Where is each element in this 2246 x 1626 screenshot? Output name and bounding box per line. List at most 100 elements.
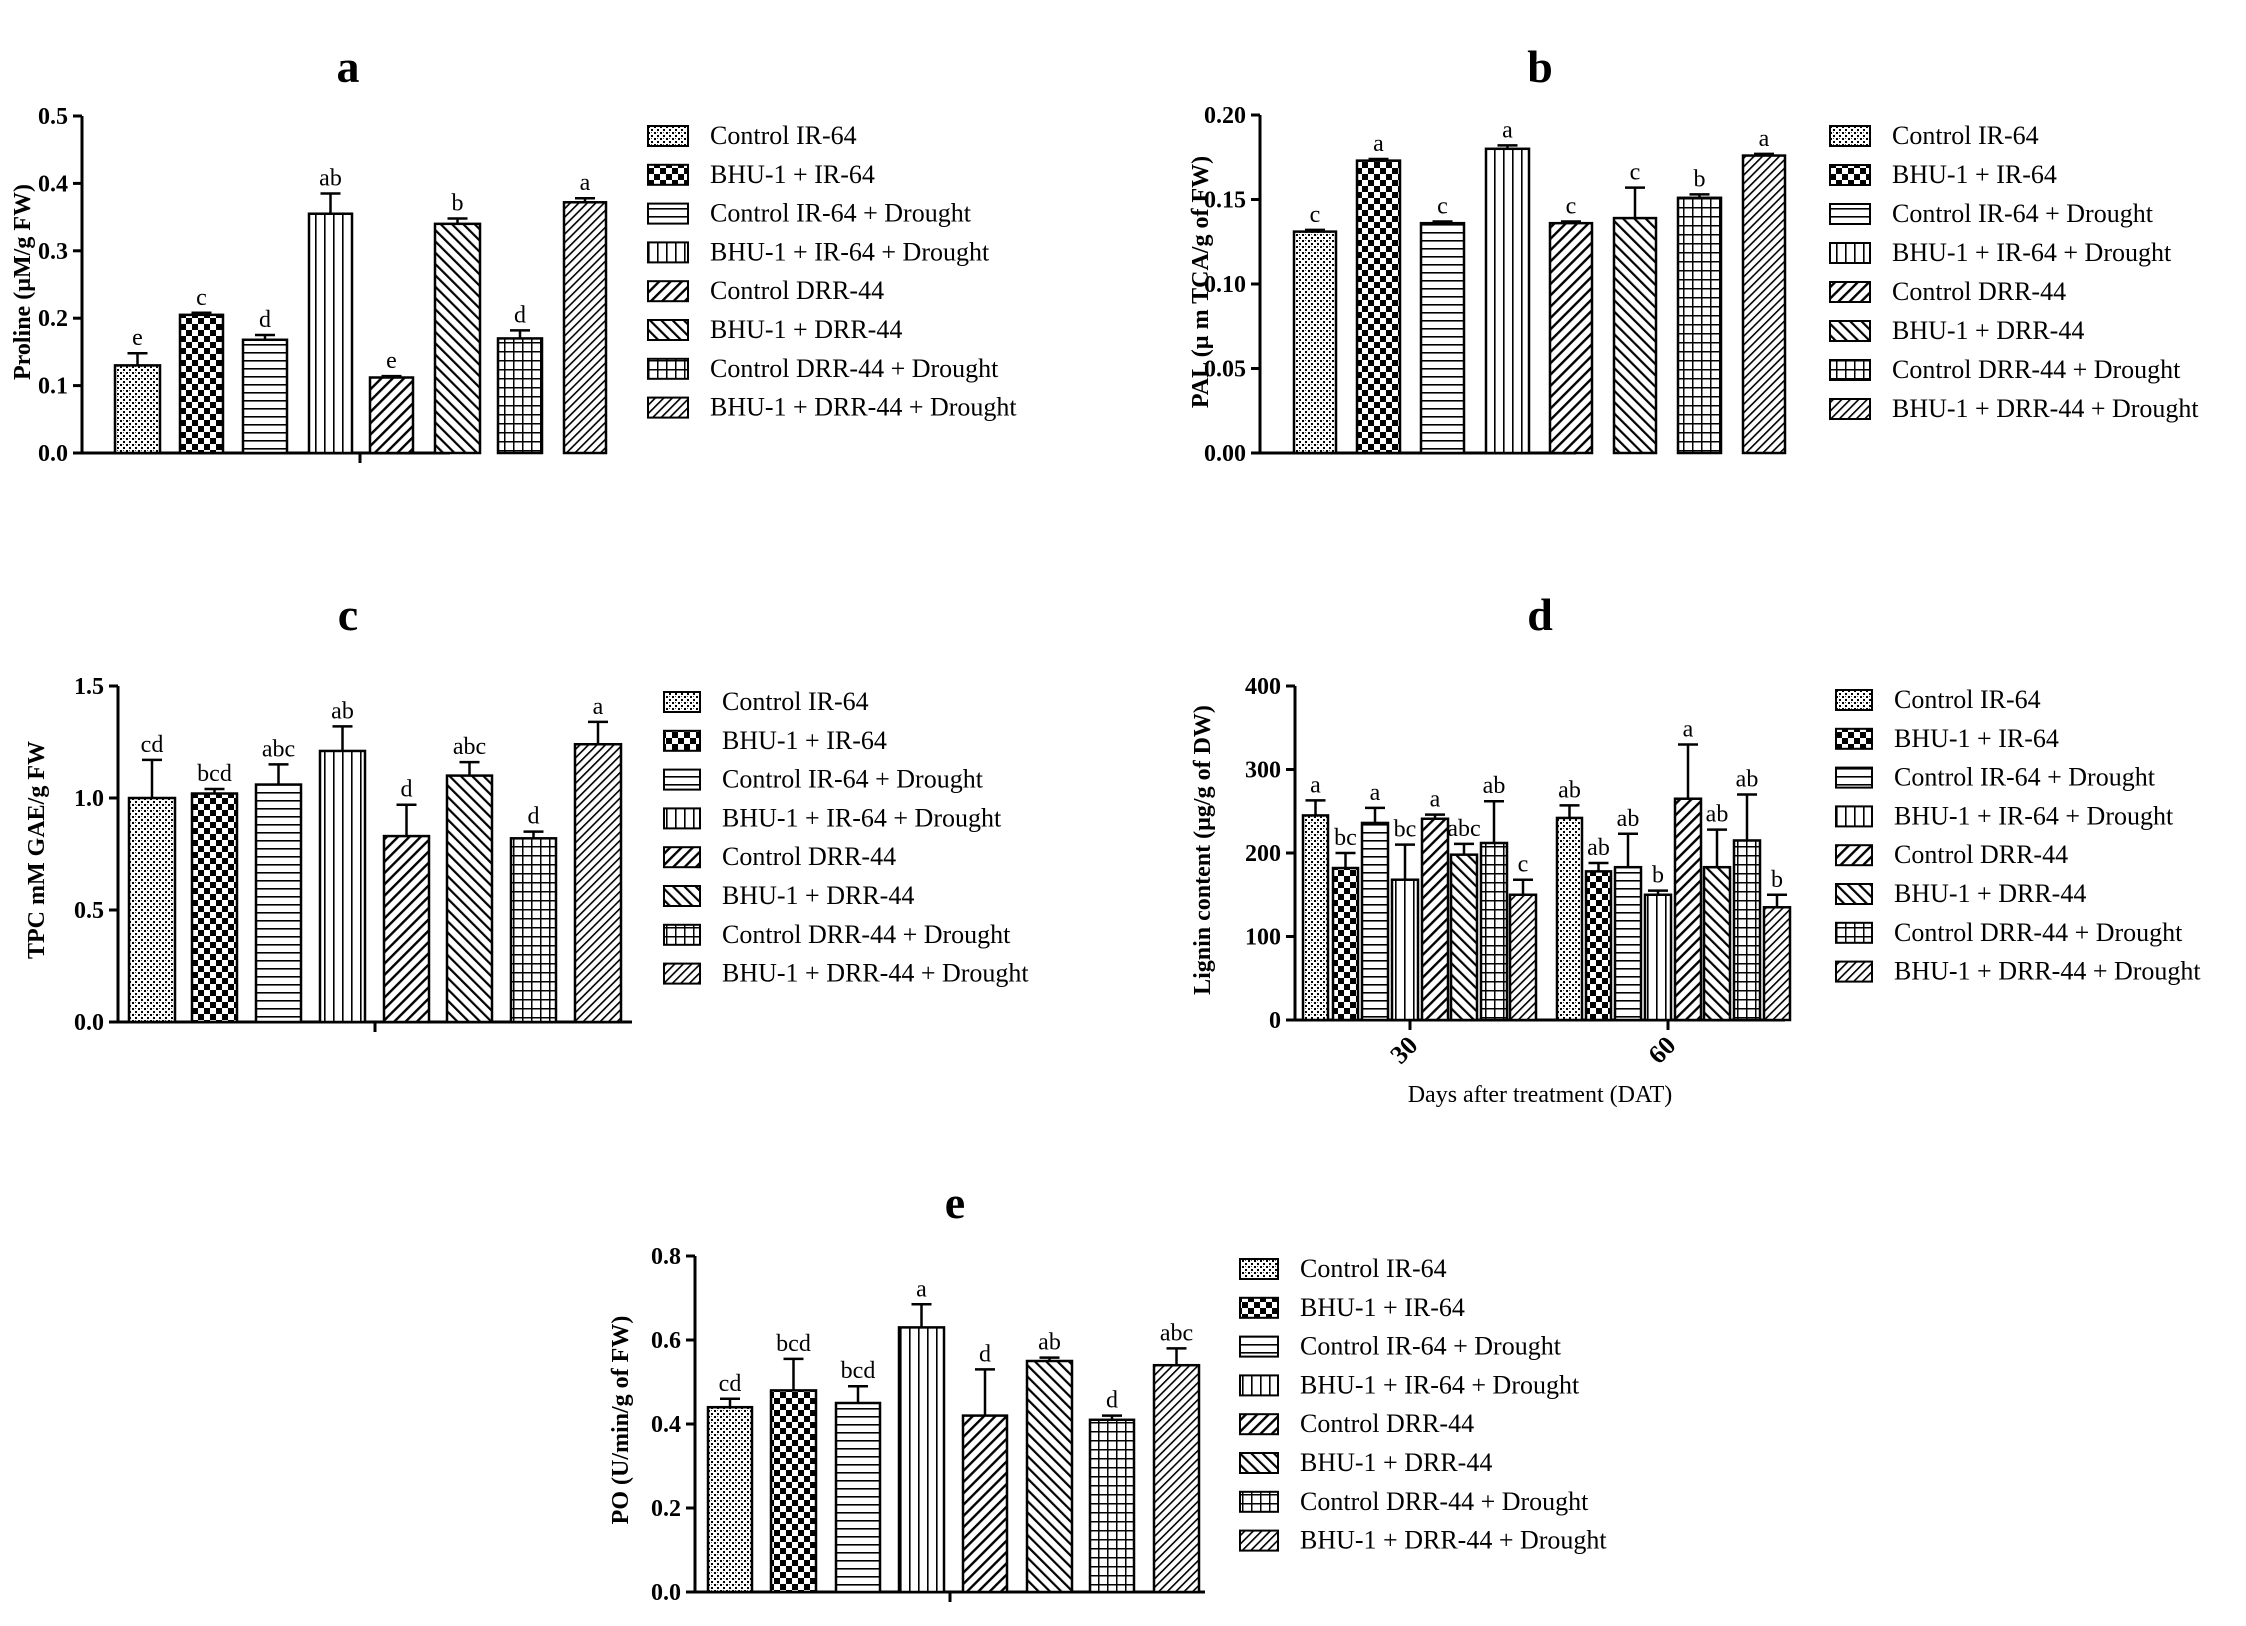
legend-label: BHU-1 + DRR-44 — [1892, 316, 2084, 345]
legend-swatch — [1829, 203, 1871, 225]
significance-letter: c — [1566, 193, 1577, 219]
panel-title: c — [338, 589, 358, 640]
legend-swatch — [647, 280, 689, 303]
legend-label: BHU-1 + DRR-44 + Drought — [1894, 957, 2201, 986]
y-tick-label: 0.6 — [651, 1328, 681, 1354]
legend-label: BHU-1 + IR-64 + Drought — [1300, 1370, 1580, 1399]
bar — [368, 376, 415, 455]
legend-swatch — [1835, 960, 1873, 983]
y-tick-label: 0.2 — [651, 1496, 681, 1522]
legend-label: Control IR-64 + Drought — [1894, 763, 2156, 792]
significance-letter: ab — [331, 698, 354, 724]
legend-swatch — [1239, 1529, 1279, 1552]
bar — [1331, 866, 1360, 1022]
legend-label: Control DRR-44 — [1894, 840, 2068, 869]
legend-label: BHU-1 + DRR-44 + Drought — [722, 959, 1029, 988]
legend-swatch — [663, 923, 701, 946]
legend-swatch — [647, 357, 689, 380]
significance-letter: bc — [1334, 825, 1357, 851]
significance-letter: c — [1437, 193, 1448, 219]
bar — [1390, 878, 1420, 1022]
legend-swatch — [1835, 727, 1873, 750]
significance-letter: c — [1310, 202, 1321, 228]
bar — [445, 774, 494, 1024]
y-tick-label: 0.15 — [1204, 188, 1246, 214]
bar — [1088, 1418, 1136, 1594]
legend-label: BHU-1 + DRR-44 — [1894, 879, 2086, 908]
bar — [1555, 816, 1584, 1022]
legend-label: Control DRR-44 + Drought — [1892, 355, 2181, 384]
legend-label: BHU-1 + DRR-44 — [722, 881, 914, 910]
y-tick-label: 300 — [1245, 758, 1281, 784]
legend-swatch — [1829, 398, 1871, 420]
y-tick-label: 0.0 — [74, 1010, 104, 1036]
panel-title: b — [1527, 41, 1553, 92]
y-tick-label: 0.2 — [38, 306, 68, 332]
bar — [496, 337, 544, 455]
significance-letter: b — [1771, 867, 1783, 893]
legend-label: BHU-1 + IR-64 + Drought — [722, 803, 1002, 832]
significance-letter: d — [979, 1341, 991, 1367]
legend-label: Control IR-64 + Drought — [710, 199, 972, 228]
bar — [190, 792, 239, 1024]
bar — [1301, 814, 1330, 1022]
bar — [573, 742, 623, 1024]
legend-swatch — [1239, 1374, 1279, 1397]
x-tick-label: 30 — [1385, 1031, 1424, 1070]
legend-swatch — [1239, 1335, 1279, 1358]
legend-label: BHU-1 + DRR-44 — [710, 315, 902, 344]
y-tick-label: 400 — [1245, 674, 1281, 700]
bar — [769, 1389, 818, 1594]
y-tick-label: 0 — [1269, 1008, 1281, 1034]
legend-label: Control IR-64 + Drought — [722, 765, 984, 794]
chart-panel-d: d Lignin content (µg/g of DW) 0 100 200 300 40… — [1190, 589, 2201, 1108]
significance-letter: a — [1373, 131, 1384, 157]
legend-swatch — [1239, 1296, 1279, 1319]
bar — [1152, 1363, 1201, 1594]
y-tick-label: 0.5 — [74, 898, 104, 924]
legend-label: Control DRR-44 — [1892, 277, 2066, 306]
significance-letter: a — [1683, 716, 1694, 742]
legend-swatch — [1835, 844, 1873, 867]
legend-swatch — [1239, 1413, 1279, 1436]
significance-letter: d — [528, 804, 540, 830]
bar — [1479, 841, 1509, 1022]
legend-label: BHU-1 + DRR-44 + Drought — [710, 393, 1017, 422]
legend-swatch — [1239, 1258, 1279, 1280]
y-axis-label: Proline (µM/g FW) — [10, 184, 36, 380]
legend-label: BHU-1 + IR-64 + Drought — [710, 237, 990, 266]
y-axis-label: PAL (µ m TCA/g of FW) — [1188, 156, 1214, 408]
bar — [1360, 821, 1390, 1022]
legend-swatch — [1829, 125, 1871, 147]
legend-swatch — [663, 885, 701, 907]
significance-letter: bcd — [776, 1331, 811, 1357]
significance-letter: d — [1106, 1388, 1118, 1414]
y-tick-label: 1.5 — [74, 674, 104, 700]
legend-swatch — [1835, 689, 1873, 711]
bar — [961, 1414, 1009, 1594]
legend-label: Control IR-64 + Drought — [1300, 1332, 1562, 1361]
significance-letter: b — [1694, 166, 1706, 192]
bar — [1612, 216, 1658, 455]
bar — [241, 338, 289, 455]
significance-letter: bc — [1394, 817, 1417, 843]
bar — [1508, 893, 1538, 1022]
y-tick-label: 0.4 — [38, 171, 68, 197]
panel-title: e — [945, 1177, 965, 1228]
bar — [1420, 817, 1450, 1022]
bar — [1484, 147, 1531, 455]
significance-letter: cd — [141, 732, 164, 758]
x-axis-label: Days after treatment (DAT) — [1408, 1082, 1673, 1108]
y-tick-label: 0.3 — [38, 239, 68, 265]
legend-label: Control DRR-44 + Drought — [710, 354, 999, 383]
legend-label: Control IR-64 — [722, 687, 869, 716]
y-tick-label: 1.0 — [74, 786, 104, 812]
legend-swatch — [1835, 921, 1873, 944]
chart-panel-e: e PO (U/min/g of FW) 0.0 0.2 0.4 0.6 0.8 cd bcd b… — [608, 1177, 1607, 1606]
bar — [1449, 853, 1479, 1022]
legend-label: BHU-1 + IR-64 + Drought — [1892, 238, 2172, 267]
legend-label: BHU-1 + IR-64 — [722, 726, 887, 755]
significance-letter: abc — [262, 736, 295, 762]
significance-letter: ab — [1558, 777, 1581, 803]
